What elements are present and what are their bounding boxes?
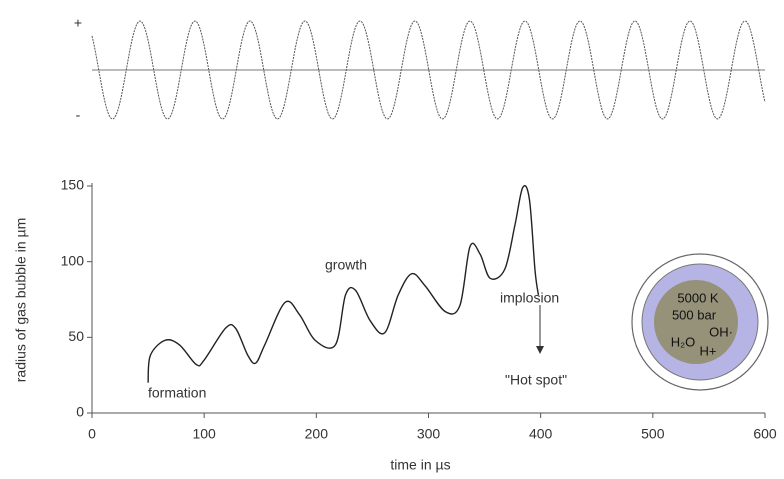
inset-label: H₂O [671,334,696,349]
inset-label: 500 bar [672,307,717,322]
y-tick-label: 100 [61,252,85,268]
inset-label: H+ [700,343,717,358]
x-tick-label: 100 [192,426,216,442]
x-tick-label: 0 [88,426,96,442]
x-axis-label: time in µs [390,457,450,473]
annotation: implosion [500,290,559,306]
inset-core [654,280,738,364]
wave-label: - [76,107,81,123]
wave [91,20,766,120]
y-axis-label: radius of gas bubble in µm [13,218,29,383]
inset-label: 5000 K [677,290,719,305]
y-tick-label: 150 [61,177,85,193]
x-tick-label: 200 [305,426,329,442]
inset-label: OH· [709,324,733,339]
x-tick-label: 600 [753,426,777,442]
radius-curve [147,184,540,383]
x-tick-label: 500 [641,426,665,442]
annotation: growth [325,257,367,273]
wave-label: + [74,15,82,31]
x-tick-label: 400 [529,426,553,442]
y-tick-label: 0 [76,404,84,420]
y-tick-label: 50 [68,328,84,344]
arrow-head [536,346,544,354]
annotation: "Hot spot" [505,372,567,388]
annotation: formation [148,385,206,401]
x-tick-label: 300 [417,426,441,442]
